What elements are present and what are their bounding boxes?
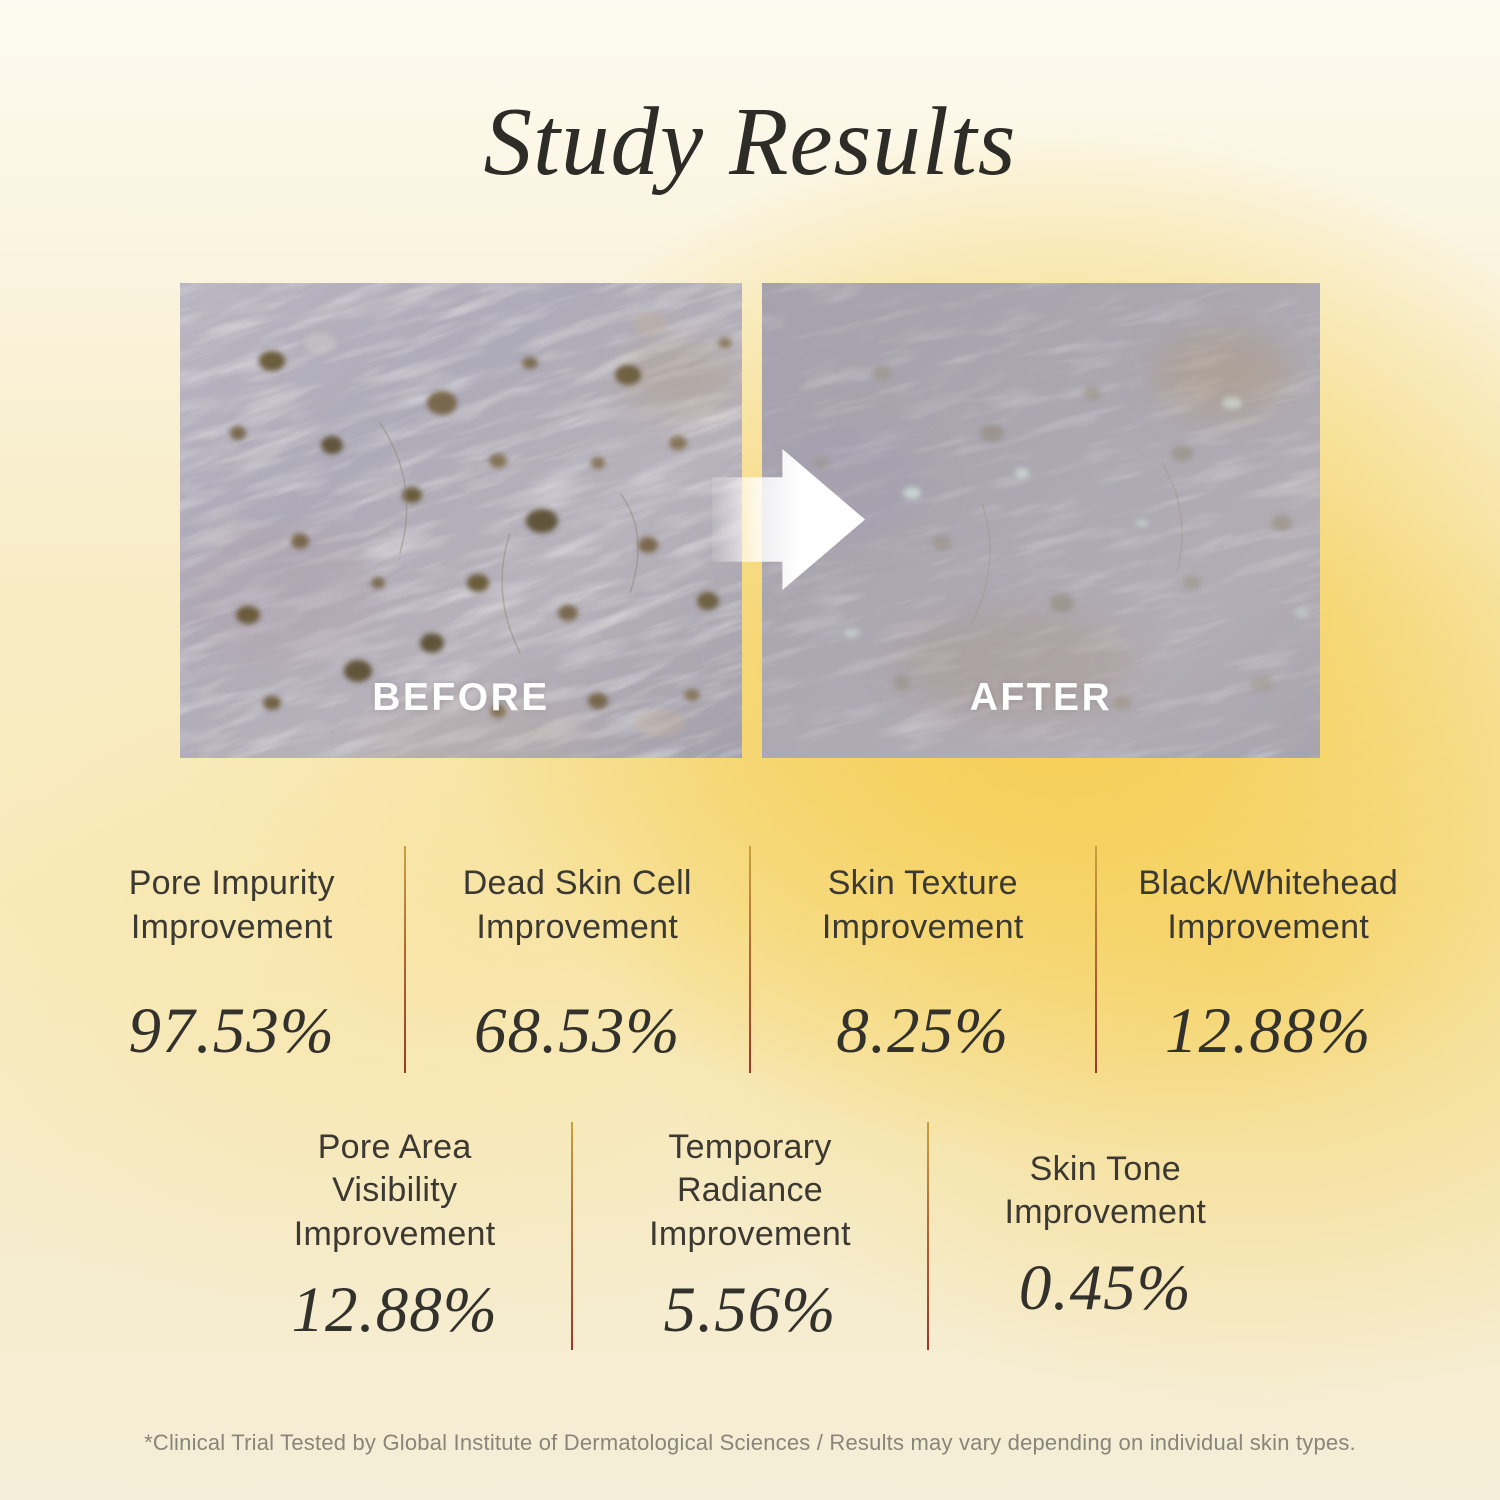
stat-value: 12.88%	[1165, 994, 1372, 1067]
stats-row-2: Pore Area Visibility Improvement 12.88% …	[218, 1122, 1282, 1350]
page-title: Study Results	[483, 88, 1017, 195]
stat-value: 5.56%	[663, 1273, 837, 1346]
stat-label: Pore Impurity Improvement	[128, 864, 335, 946]
divider	[926, 1122, 929, 1350]
divider	[571, 1122, 574, 1350]
stat-label: Black/Whitehead Improvement	[1138, 864, 1399, 946]
stat-label: Temporary Radiance Improvement	[649, 1127, 851, 1253]
stat-label: Skin Texture Improvement	[821, 864, 1024, 946]
stats-row-1: Pore Impurity Improvement 97.53% Dead Sk…	[60, 846, 1440, 1073]
after-label: AFTER	[969, 676, 1113, 719]
stat-value: 8.25%	[836, 994, 1010, 1067]
before-label: BEFORE	[372, 676, 550, 719]
before-image: BEFORE	[180, 283, 742, 758]
stat-label: Dead Skin Cell Improvement	[462, 864, 692, 946]
stat-pore-area-visibility: Pore Area Visibility Improvement 12.88%	[218, 1122, 571, 1350]
stat-skin-texture: Skin Texture Improvement 8.25%	[751, 846, 1095, 1073]
stat-black-whitehead: Black/Whitehead Improvement 12.88%	[1097, 846, 1441, 1073]
stat-label: Skin Tone Improvement	[1004, 1149, 1207, 1232]
stat-label: Pore Area Visibility Improvement	[293, 1127, 496, 1253]
divider	[1094, 846, 1097, 1073]
stat-value: 97.53%	[128, 994, 335, 1067]
divider	[403, 846, 406, 1073]
stat-temporary-radiance: Temporary Radiance Improvement 5.56%	[573, 1122, 926, 1350]
stat-value: 0.45%	[1018, 1251, 1192, 1324]
stat-skin-tone: Skin Tone Improvement 0.45%	[929, 1122, 1282, 1350]
stat-dead-skin-cell: Dead Skin Cell Improvement 68.53%	[406, 846, 750, 1073]
footnote: *Clinical Trial Tested by Global Institu…	[144, 1430, 1356, 1455]
divider	[749, 846, 751, 1073]
before-skin-photo	[180, 283, 742, 758]
stat-value: 68.53%	[474, 994, 681, 1067]
stat-value: 12.88%	[291, 1273, 498, 1346]
stat-pore-impurity: Pore Impurity Improvement 97.53%	[60, 846, 404, 1073]
